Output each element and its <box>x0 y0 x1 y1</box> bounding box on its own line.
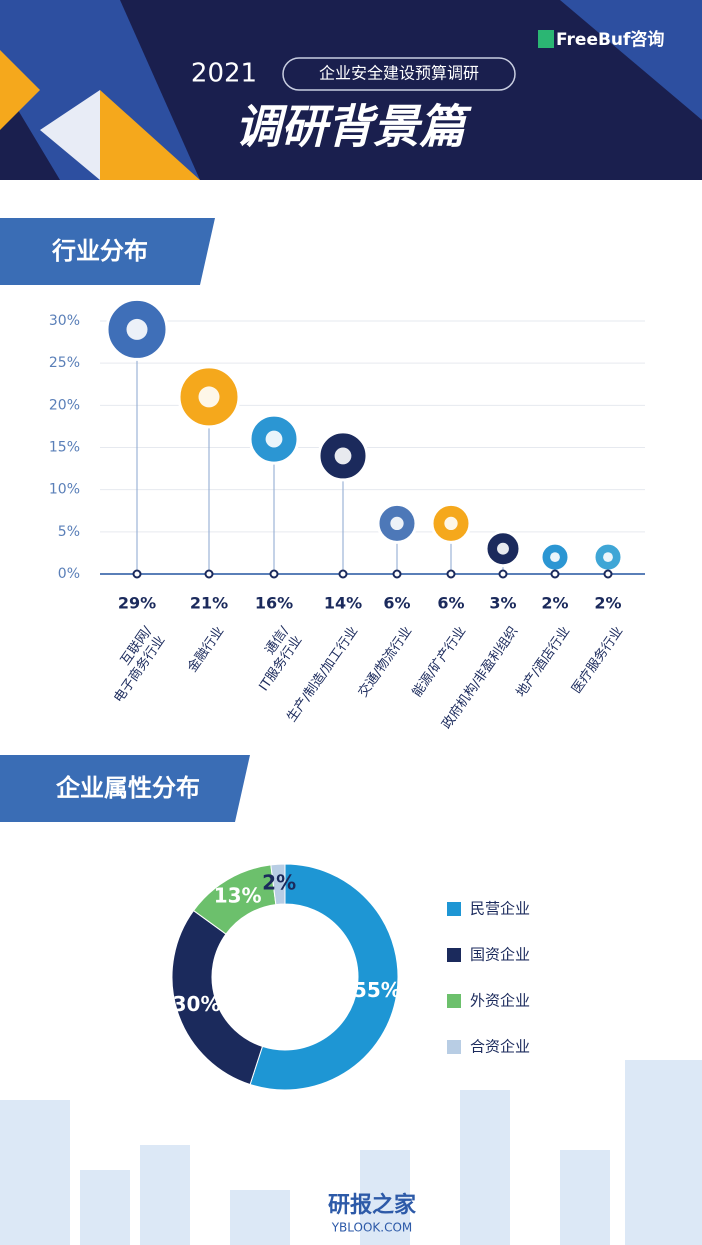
section-title: 企业属性分布 <box>56 774 200 802</box>
icon <box>390 516 404 531</box>
foot-dot <box>392 569 402 579</box>
legend-swatch <box>447 948 461 962</box>
legend-label: 合资企业 <box>470 1038 530 1056</box>
value-label: 3% <box>489 594 516 613</box>
icon <box>198 386 220 408</box>
icon <box>444 516 458 531</box>
value-label: 16% <box>255 594 293 613</box>
y-tick-label: 20% <box>49 397 80 413</box>
city-deco <box>0 1060 702 1245</box>
value-label: 2% <box>262 871 296 895</box>
foot-dot <box>550 569 560 579</box>
section-banner <box>0 218 215 285</box>
header-deco <box>40 90 100 180</box>
y-tick-label: 5% <box>58 524 80 540</box>
value-label: 13% <box>214 883 262 907</box>
icon <box>550 552 560 563</box>
foot-dot <box>446 569 456 579</box>
subtitle: 企业安全建设预算调研 <box>319 64 479 83</box>
legend-label: 国资企业 <box>470 946 530 964</box>
legend-label: 外资企业 <box>470 992 530 1010</box>
header-deco <box>100 90 200 180</box>
y-tick-label: 0% <box>58 566 80 582</box>
foot-dot <box>338 569 348 579</box>
foot-dot <box>132 569 142 579</box>
value-label: 2% <box>541 594 568 613</box>
legend-label: 民营企业 <box>470 900 530 918</box>
y-tick-label: 30% <box>49 313 80 329</box>
foot-dot <box>498 569 508 579</box>
legend-swatch <box>447 994 461 1008</box>
value-label: 2% <box>594 594 621 613</box>
foot-dot <box>269 569 279 579</box>
foot-dot <box>204 569 214 579</box>
y-tick-label: 15% <box>49 440 80 456</box>
value-label: 6% <box>383 594 410 613</box>
year: 2021 <box>191 59 257 89</box>
section-banner <box>0 755 250 822</box>
y-tick-label: 25% <box>49 355 80 371</box>
icon <box>603 552 613 563</box>
y-tick-label: 10% <box>49 482 80 498</box>
icon <box>497 542 509 555</box>
value-label: 29% <box>118 594 156 613</box>
icon <box>265 430 283 448</box>
logo-mark <box>538 30 554 48</box>
value-label: 55% <box>353 978 401 1002</box>
icon <box>126 318 148 340</box>
section-title: 行业分布 <box>51 237 148 265</box>
watermark: 研报之家 <box>328 1192 417 1218</box>
donut-slice <box>171 909 264 1086</box>
page-title: 调研背景篇 <box>235 100 472 154</box>
donut-slice <box>249 863 399 1091</box>
icon <box>334 447 352 465</box>
header-deco <box>560 0 702 120</box>
foot-dot <box>603 569 613 579</box>
watermark: YBLOOK.COM <box>331 1221 413 1235</box>
header-deco <box>0 50 40 130</box>
legend-swatch <box>447 1040 461 1054</box>
value-label: 6% <box>437 594 464 613</box>
brand: FreeBuf咨询 <box>556 29 664 50</box>
legend-swatch <box>447 902 461 916</box>
donut-slice <box>270 863 286 906</box>
value-label: 14% <box>324 594 362 613</box>
value-label: 21% <box>190 594 228 613</box>
pill <box>282 57 516 91</box>
value-label: 30% <box>173 992 221 1016</box>
